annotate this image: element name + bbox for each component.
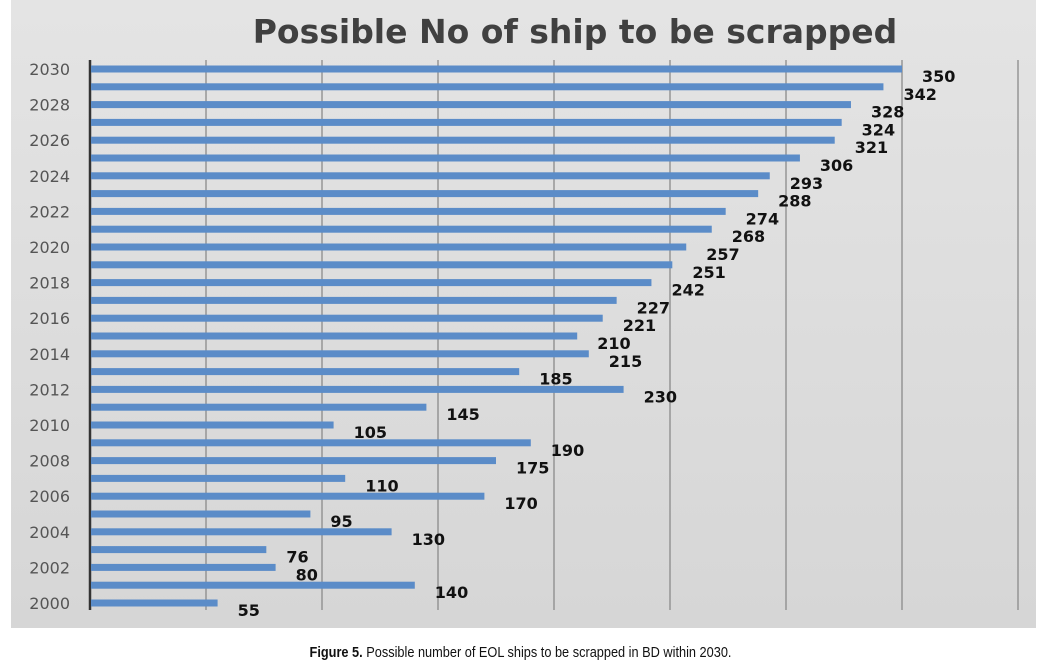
value-label: 350 xyxy=(922,67,955,86)
value-label: 175 xyxy=(516,459,549,478)
bar xyxy=(91,314,603,322)
value-label: 221 xyxy=(623,316,656,335)
value-label: 140 xyxy=(435,583,468,602)
bar xyxy=(91,332,578,340)
value-label: 257 xyxy=(706,245,739,264)
bar xyxy=(91,385,624,393)
value-label: 130 xyxy=(412,530,445,549)
value-label: 251 xyxy=(692,263,725,282)
bar xyxy=(91,421,334,429)
y-tick-label: 2014 xyxy=(29,345,70,364)
value-label: 328 xyxy=(871,103,904,122)
y-tick-label: 2002 xyxy=(29,558,70,577)
chart-title: Possible No of ship to be scrapped xyxy=(252,12,898,51)
value-label: 55 xyxy=(238,601,260,620)
bar xyxy=(91,261,673,269)
value-label: 293 xyxy=(790,174,823,193)
value-label: 105 xyxy=(354,423,387,442)
bar xyxy=(91,546,267,554)
figure-caption: Figure 5. Possible number of EOL ships t… xyxy=(78,644,963,661)
value-label: 215 xyxy=(609,352,642,371)
y-tick-label: 2012 xyxy=(29,380,70,399)
value-label: 76 xyxy=(286,548,308,567)
value-label: 274 xyxy=(746,209,779,228)
bar xyxy=(91,296,617,304)
y-tick-label: 2016 xyxy=(29,309,70,328)
y-tick-label: 2024 xyxy=(29,167,70,186)
bar xyxy=(91,528,392,536)
bar xyxy=(91,154,800,162)
y-tick-label: 2018 xyxy=(29,274,70,293)
value-label: 110 xyxy=(365,476,398,495)
bar xyxy=(91,101,851,109)
value-label: 210 xyxy=(597,334,630,353)
value-label: 342 xyxy=(903,85,936,104)
bar xyxy=(91,457,496,465)
value-label: 324 xyxy=(862,120,895,139)
value-label: 227 xyxy=(637,298,670,317)
caption-label: Figure 5. xyxy=(309,644,363,661)
value-label: 242 xyxy=(671,281,704,300)
bar xyxy=(91,190,759,198)
y-tick-label: 2020 xyxy=(29,238,70,257)
bar xyxy=(91,563,276,571)
y-tick-label: 2006 xyxy=(29,487,70,506)
y-tick-label: 2000 xyxy=(29,594,70,613)
value-label: 230 xyxy=(644,387,677,406)
bar xyxy=(91,118,842,126)
bar xyxy=(91,136,835,144)
bar xyxy=(91,225,712,233)
bar xyxy=(91,83,884,91)
y-tick-label: 2026 xyxy=(29,131,70,150)
value-label: 170 xyxy=(504,494,537,513)
value-label: 306 xyxy=(820,156,853,175)
bar xyxy=(91,350,589,358)
value-label: 95 xyxy=(330,512,352,531)
value-label: 288 xyxy=(778,192,811,211)
value-label: 145 xyxy=(446,405,479,424)
bar xyxy=(91,172,770,180)
bar xyxy=(91,207,726,215)
y-tick-label: 2004 xyxy=(29,523,70,542)
bar xyxy=(91,599,218,607)
bar xyxy=(91,510,311,518)
bar xyxy=(91,243,687,251)
bar xyxy=(91,403,427,411)
y-tick-label: 2010 xyxy=(29,416,70,435)
bar xyxy=(91,439,531,447)
value-label: 268 xyxy=(732,227,765,246)
bar xyxy=(91,65,902,73)
y-tick-label: 2030 xyxy=(29,60,70,79)
value-label: 80 xyxy=(296,565,318,584)
y-tick-label: 2022 xyxy=(29,202,70,221)
y-tick-label: 2008 xyxy=(29,452,70,471)
bar xyxy=(91,474,346,482)
value-label: 185 xyxy=(539,370,572,389)
value-label: 190 xyxy=(551,441,584,460)
caption-text: Possible number of EOL ships to be scrap… xyxy=(362,644,732,661)
value-label: 321 xyxy=(855,138,888,157)
bar-chart: 55 2000 140 80 2002 76 130 2004 95 170 2006 110 175 2… xyxy=(29,60,1019,620)
bar xyxy=(91,492,485,500)
y-tick-label: 2028 xyxy=(29,96,70,115)
bar xyxy=(91,279,652,287)
bar xyxy=(91,581,415,589)
bar xyxy=(91,368,520,376)
